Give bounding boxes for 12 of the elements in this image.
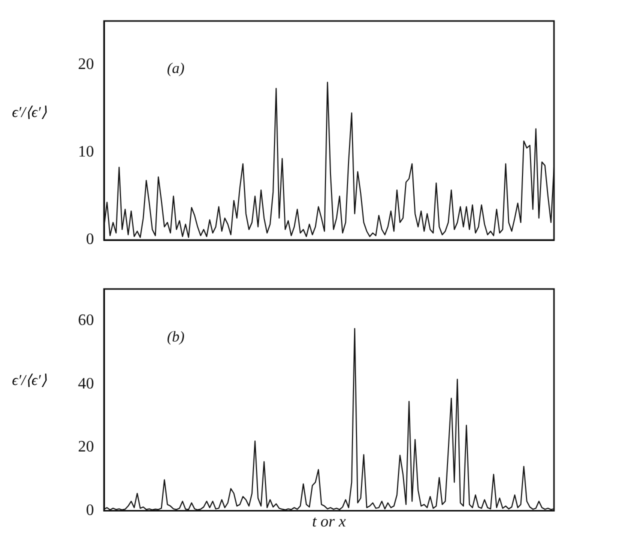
- y-tick-label: 10: [78, 144, 94, 161]
- y-tick-label: 0: [86, 231, 94, 248]
- y-tick-label: 20: [78, 438, 94, 456]
- annotation: (b): [167, 330, 184, 346]
- annotation: (a): [167, 61, 184, 78]
- x-axis-title: t or x: [312, 514, 346, 531]
- y-tick-label: 20: [78, 56, 94, 74]
- y-axis-title: ϵ′/⟨ϵ′⟩: [12, 372, 47, 391]
- y-tick-label: 40: [78, 375, 94, 392]
- y-tick-label: 60: [78, 312, 94, 329]
- y-axis-title: ϵ′/⟨ϵ′⟩: [12, 104, 47, 123]
- y-tick-label: 0: [86, 502, 94, 520]
